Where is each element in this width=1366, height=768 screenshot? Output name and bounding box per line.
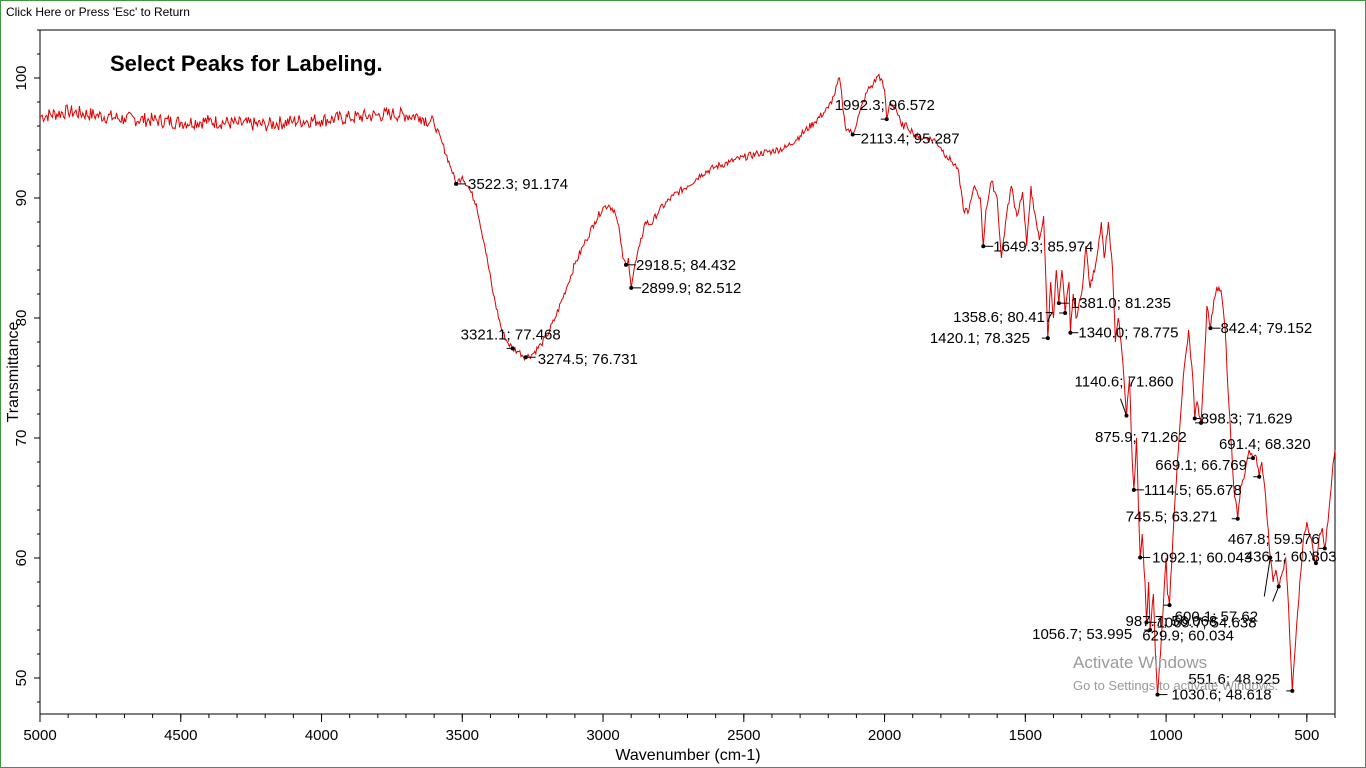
y-tick-label: 90	[13, 190, 30, 207]
x-tick-label: 2500	[727, 727, 760, 744]
plot-area[interactable]	[39, 29, 1336, 715]
peak-marker[interactable]: 1992.3; 96.572	[835, 97, 935, 122]
peak-marker[interactable]: 1649.3; 85.974	[981, 238, 1093, 255]
peak-marker[interactable]: 467.8; 59.576	[1228, 531, 1320, 566]
peak-marker[interactable]: 842.4; 79.152	[1208, 320, 1312, 337]
peak-marker[interactable]: 898.3; 71.629	[1192, 410, 1293, 427]
chart-title: Select Peaks for Labeling.	[110, 51, 383, 76]
peak-leader	[1309, 550, 1317, 564]
x-tick-label: 3000	[586, 727, 619, 744]
x-tick-label: 1000	[1149, 727, 1182, 744]
peak-label: 875.9; 71.262	[1095, 429, 1187, 446]
peak-marker[interactable]: 3274.5; 76.731	[523, 351, 638, 368]
peak-label: 842.4; 79.152	[1220, 320, 1312, 337]
peak-label: 1420.1; 78.325	[930, 330, 1030, 347]
peak-label: 1056.7; 53.995	[1032, 626, 1132, 643]
peak-label: 1030.6; 48.618	[1171, 687, 1271, 704]
peak-leader	[1120, 398, 1127, 416]
peak-label: 1358.6; 80.417	[953, 309, 1053, 326]
spectrum-line	[39, 73, 1336, 695]
peak-label: 2899.9; 82.512	[641, 280, 741, 297]
peak-marker[interactable]: 745.5; 63.271	[1126, 509, 1240, 526]
x-axis: 5000 4500 4000 3500 3000 2500 2000 1500 1000 500	[23, 714, 1336, 744]
peak-label: 1992.3; 96.572	[835, 97, 935, 114]
peak-marker[interactable]: 2918.5; 84.432	[623, 257, 736, 274]
y-tick-label: 60	[13, 550, 30, 567]
x-tick-label: 4500	[164, 727, 197, 744]
y-tick-label: 80	[13, 310, 30, 327]
peak-label: 1649.3; 85.974	[993, 238, 1093, 255]
peak-label: 436.1; 60.803	[1245, 548, 1337, 565]
peak-label: 467.8; 59.576	[1228, 531, 1320, 548]
peak-label: 551.6; 48.925	[1188, 671, 1280, 688]
peak-marker[interactable]: 3321.1; 77.468	[461, 326, 561, 351]
y-tick-label: 50	[13, 670, 30, 687]
peak-label: 3522.3; 91.174	[468, 176, 568, 193]
peak-marker[interactable]: 1381.0; 81.235	[1056, 295, 1171, 312]
peak-label: 745.5; 63.271	[1126, 509, 1218, 526]
peak-label: 1114.5; 65.678	[1144, 482, 1242, 499]
y-tick-label: 100	[13, 65, 30, 90]
x-tick-label: 4000	[305, 727, 338, 744]
peak-label: 3274.5; 76.731	[538, 351, 638, 368]
peak-marker[interactable]: 1114.5; 65.678	[1131, 482, 1242, 499]
peak-marker[interactable]: 1030.6; 48.618	[1155, 687, 1272, 704]
return-link[interactable]: Click Here or Press 'Esc' to Return	[6, 5, 190, 19]
peak-labels: 3522.3; 91.174 3321.1; 77.468 3274.5; 76.7…	[454, 97, 1337, 704]
peak-marker[interactable]: 987.7; 56.068	[1126, 603, 1218, 630]
peak-label: 669.1; 66.769	[1155, 457, 1247, 474]
peak-label: 1092.1; 60.043	[1152, 549, 1252, 566]
peak-marker[interactable]: 1056.7; 53.995	[1032, 626, 1153, 643]
x-axis-title: Wavenumber (cm-1)	[615, 747, 760, 764]
peak-label: 691.4; 68.320	[1219, 436, 1311, 453]
peak-leader	[1263, 557, 1271, 597]
peak-marker[interactable]: 1358.6; 80.417	[953, 309, 1068, 326]
peak-marker[interactable]: 3522.3; 91.174	[454, 176, 568, 193]
peak-marker[interactable]: 2899.9; 82.512	[629, 280, 741, 297]
watermark-subtitle: Go to Settings to activate Windows.	[1073, 678, 1278, 693]
peak-leader	[1272, 586, 1280, 602]
x-tick-label: 5000	[23, 727, 56, 744]
peak-marker[interactable]: 551.6; 48.925	[1188, 671, 1295, 693]
peak-marker[interactable]: 1092.1; 60.043	[1138, 549, 1252, 566]
peak-label: 2918.5; 84.432	[636, 257, 736, 274]
x-tick-label: 3500	[446, 727, 479, 744]
x-tick-label: 1500	[1009, 727, 1042, 744]
peak-marker[interactable]: 2113.4; 95.287	[850, 131, 960, 148]
peak-label: 2113.4; 95.287	[861, 131, 960, 148]
peak-label: 3321.1; 77.468	[461, 326, 561, 343]
peak-label: 600.1; 57.62	[1175, 609, 1258, 626]
peak-marker[interactable]: 1420.1; 78.325	[930, 330, 1050, 347]
peak-marker[interactable]: 669.1; 66.769	[1155, 457, 1262, 479]
y-axis-title: Transmittance	[5, 322, 22, 423]
peak-label: 1381.0; 81.235	[1071, 295, 1171, 312]
peak-marker[interactable]: 1069.7; 54.638	[1144, 614, 1257, 631]
y-tick-label: 70	[13, 430, 30, 447]
peak-marker[interactable]: 875.9; 71.262	[1095, 420, 1204, 446]
peak-marker[interactable]: 1140.6; 71.860	[1075, 374, 1174, 418]
peak-label: 987.7; 56.068	[1126, 613, 1218, 630]
watermark-title: Activate Windows	[1073, 653, 1207, 672]
x-tick-label: 500	[1294, 727, 1319, 744]
peak-marker[interactable]: 1340.0; 78.775	[1068, 325, 1178, 342]
peak-label: 1140.6; 71.860	[1075, 374, 1174, 391]
peak-marker[interactable]: 691.4; 68.320	[1219, 436, 1311, 461]
peak-label: 898.3; 71.629	[1201, 410, 1293, 427]
peak-label: 1340.0; 78.775	[1078, 325, 1178, 342]
peak-marker[interactable]: 629.9; 60.034	[1142, 555, 1273, 645]
peak-label: 1069.7; 54.638	[1156, 614, 1256, 631]
peak-label: 629.9; 60.034	[1142, 628, 1234, 645]
x-tick-label: 2000	[868, 727, 901, 744]
peak-marker[interactable]: 436.1; 60.803	[1245, 546, 1337, 565]
y-axis: 50 60 70 80 90 100	[13, 29, 40, 703]
peak-marker[interactable]: 600.1; 57.62	[1175, 584, 1281, 626]
